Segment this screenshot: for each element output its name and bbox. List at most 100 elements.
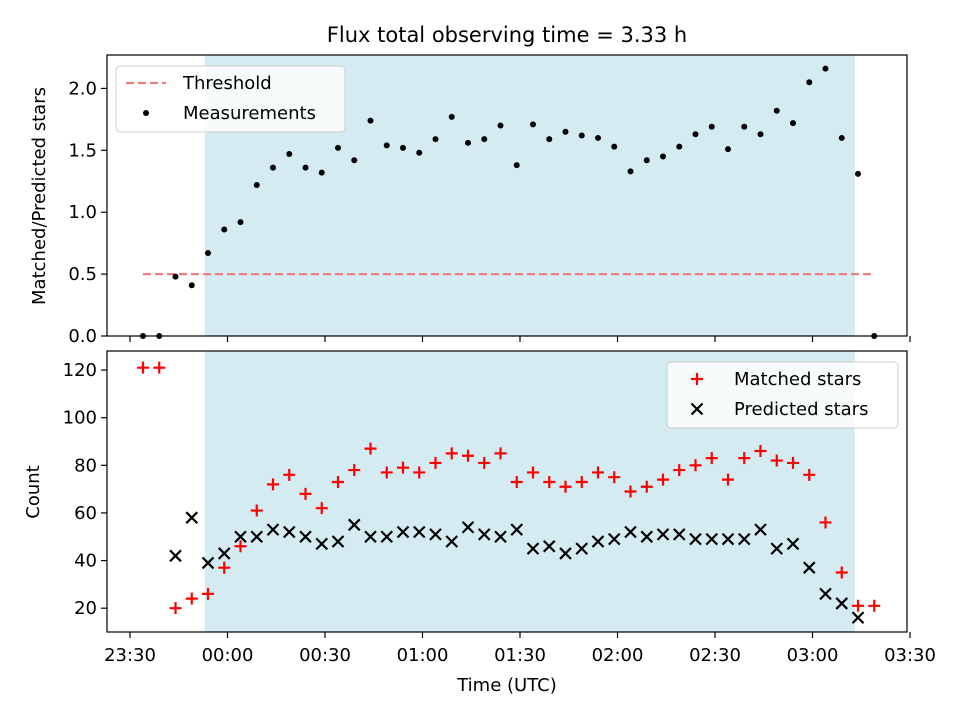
bottom-ytick-label: 60 xyxy=(74,503,97,524)
measurement-point xyxy=(286,151,293,158)
measurement-point xyxy=(351,157,358,164)
measurement-point xyxy=(530,121,536,128)
measurement-point xyxy=(400,144,406,151)
top-ytick-label: 1.0 xyxy=(68,202,97,223)
matched-star-marker xyxy=(202,587,214,600)
measurement-point xyxy=(416,149,423,156)
predicted-star-marker xyxy=(185,511,199,524)
legend-matched-swatch xyxy=(691,373,703,385)
matched-star-marker xyxy=(722,473,734,486)
measurement-point xyxy=(448,113,455,120)
predicted-star-marker xyxy=(624,525,637,539)
measurement-point xyxy=(172,273,179,280)
measurement-point xyxy=(318,169,325,176)
predicted-star-marker xyxy=(689,532,702,546)
predicted-star-marker xyxy=(169,549,182,563)
predicted-star-marker xyxy=(607,532,621,546)
measurement-point xyxy=(562,128,569,135)
measurement-point xyxy=(546,136,553,143)
matched-star-marker xyxy=(770,454,783,467)
chart-title: Flux total observing time = 3.33 h xyxy=(327,23,687,47)
matched-star-marker xyxy=(819,516,832,529)
matched-star-marker xyxy=(705,452,718,465)
matched-star-marker xyxy=(153,361,166,374)
matched-star-marker xyxy=(462,449,474,462)
matched-star-marker xyxy=(608,471,621,484)
bottom-xlabel: Time (UTC) xyxy=(456,675,557,696)
matched-star-marker xyxy=(348,464,361,477)
matched-star-marker xyxy=(592,466,604,479)
measurement-point xyxy=(692,131,699,138)
matched-star-marker xyxy=(250,504,263,517)
measurement-point xyxy=(481,136,488,143)
matched-star-marker xyxy=(315,502,328,515)
measurement-point xyxy=(790,120,796,127)
matched-star-marker xyxy=(364,442,377,455)
matched-star-marker xyxy=(754,445,767,458)
bottom-xtick-label: 00:00 xyxy=(202,645,254,666)
matched-star-marker xyxy=(413,466,426,479)
predicted-star-marker xyxy=(754,523,767,536)
predicted-star-marker xyxy=(770,542,784,555)
top-plot-area: 0.0 0.5 1.0 1.5 2.0 Threshold Measurements xyxy=(68,54,911,347)
bottom-xtick-label: 02:00 xyxy=(592,645,644,666)
measurement-point xyxy=(660,153,666,160)
matched-star-marker xyxy=(332,475,344,488)
matched-star-marker xyxy=(137,361,149,374)
bottom-ytick-label: 20 xyxy=(74,598,97,619)
top-ytick-label: 1.5 xyxy=(68,140,97,161)
predicted-star-marker xyxy=(786,537,800,551)
predicted-star-marker xyxy=(591,535,605,548)
predicted-star-marker xyxy=(331,535,345,548)
predicted-star-marker xyxy=(802,561,816,574)
legend-label: Matched stars xyxy=(734,369,861,390)
matched-star-marker xyxy=(283,468,296,481)
bottom-xtick-label: 03:30 xyxy=(884,645,936,666)
measurement-point xyxy=(497,122,504,129)
matched-star-marker xyxy=(445,447,458,460)
matched-star-marker xyxy=(494,447,507,460)
legend-label: Measurements xyxy=(183,103,316,124)
measurement-point xyxy=(708,123,715,130)
predicted-star-marker xyxy=(299,530,312,544)
predicted-star-marker xyxy=(640,530,654,544)
measurement-point xyxy=(465,139,471,146)
predicted-star-marker xyxy=(721,532,735,546)
bottom-ylabel: Count xyxy=(23,465,44,518)
bottom-axes-frame xyxy=(106,350,908,633)
bottom-ytick-label: 80 xyxy=(74,455,97,476)
matched-star-marker xyxy=(543,475,556,488)
matched-star-marker xyxy=(575,475,588,488)
matched-star-marker xyxy=(640,480,653,493)
predicted-star-marker xyxy=(575,542,589,555)
measurement-point xyxy=(221,226,228,233)
bottom-ytick-label: 40 xyxy=(74,551,97,572)
predicted-star-marker xyxy=(380,530,394,544)
predicted-star-marker xyxy=(396,525,410,539)
measurement-point xyxy=(237,219,244,226)
matched-star-marker xyxy=(835,566,848,579)
measurement-point xyxy=(725,146,731,153)
measurement-point xyxy=(627,168,634,175)
predicted-star-marker xyxy=(494,530,507,544)
measurement-point xyxy=(611,143,618,150)
predicted-star-marker xyxy=(315,537,329,551)
predicted-star-marker xyxy=(819,587,832,601)
top-legend xyxy=(115,65,346,133)
measurement-point xyxy=(253,181,260,188)
bottom-xtick-label: 03:00 xyxy=(787,645,839,666)
measurement-point xyxy=(806,79,813,86)
top-axes-frame xyxy=(106,54,908,337)
predicted-star-marker xyxy=(672,528,686,541)
matched-star-marker xyxy=(689,459,702,472)
matched-star-marker xyxy=(510,475,523,488)
matched-star-marker xyxy=(559,480,572,493)
legend-label: Threshold xyxy=(182,73,272,94)
predicted-star-marker xyxy=(266,523,280,536)
matched-star-marker xyxy=(787,456,799,469)
measurement-point xyxy=(855,170,861,177)
measurement-point xyxy=(676,143,683,150)
matched-star-marker xyxy=(397,461,409,474)
measurement-point xyxy=(188,282,195,289)
